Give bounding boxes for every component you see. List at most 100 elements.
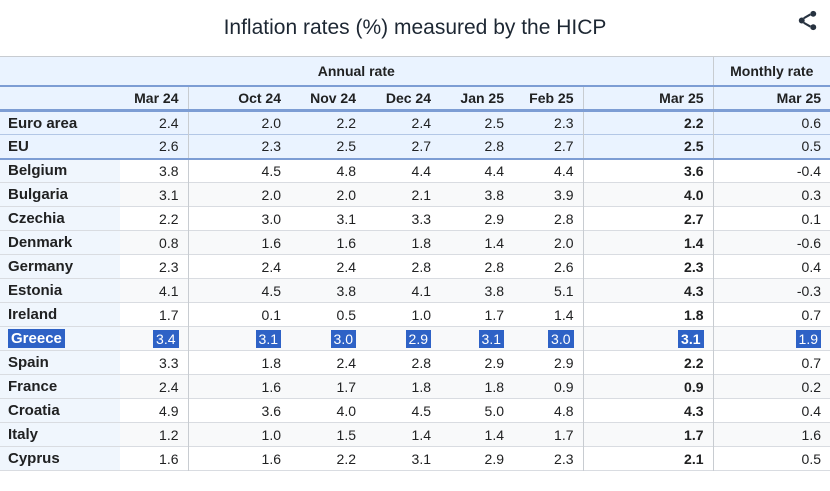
value-cell: 4.0 (582, 182, 714, 207)
value-cell: 1.5 (290, 422, 365, 447)
value-cell: 3.1 (120, 182, 188, 207)
cell-value: 2.9 (484, 354, 504, 371)
value-cell: 3.1 (187, 326, 290, 351)
value-cell: 2.3 (513, 110, 583, 135)
column-header: Mar 25 (582, 85, 714, 112)
cell-value: 2.7 (411, 138, 431, 155)
corner-cell (0, 85, 120, 112)
cell-value: 1.4 (684, 234, 704, 251)
cell-value: 2.9 (484, 210, 504, 227)
cell-value: 4.9 (159, 402, 179, 419)
value-cell: 1.6 (712, 422, 830, 447)
value-cell: 2.4 (290, 350, 365, 375)
cell-value: 1.6 (159, 450, 179, 467)
value-cell: 2.0 (290, 182, 365, 207)
value-cell: 3.1 (440, 326, 513, 351)
value-cell: 1.9 (712, 326, 830, 351)
cell-value: 4.0 (684, 186, 704, 203)
value-cell: 2.1 (582, 446, 714, 471)
cell-value: 0.6 (801, 115, 822, 131)
table-row-ireland: Ireland 1.7 0.1 0.5 1.0 1.7 1.4 1.8 0.7 (0, 302, 830, 327)
value-cell: 3.8 (440, 182, 513, 207)
value-cell: 2.1 (365, 182, 440, 207)
cell-value: 2.3 (684, 258, 704, 275)
value-cell: 1.6 (290, 230, 365, 255)
value-cell: 2.8 (440, 254, 513, 279)
value-cell: 1.0 (365, 302, 440, 327)
cell-value: 4.3 (684, 402, 704, 419)
page-title: Inflation rates (%) measured by the HICP (223, 16, 607, 39)
value-cell: 2.5 (290, 134, 365, 159)
value-cell: 3.3 (365, 206, 440, 231)
table-row-greece: Greece 3.4 3.1 3.0 2.9 3.1 3.0 3.1 1.9 (0, 326, 830, 351)
cell-value: 2.3 (159, 258, 179, 275)
column-header: Oct 24 (187, 85, 290, 112)
cell-value: 2.1 (411, 186, 431, 203)
value-cell: 2.3 (582, 254, 714, 279)
value-cell: 2.2 (290, 446, 365, 471)
value-cell: 4.3 (582, 278, 714, 303)
value-cell: 0.7 (712, 302, 830, 327)
annual-rate-group-header: Annual rate (0, 56, 714, 87)
cell-value: 0.5 (801, 450, 822, 467)
cell-value: 3.8 (159, 162, 179, 179)
cell-value: 3.3 (159, 354, 179, 371)
cell-value: 2.8 (411, 258, 431, 275)
value-cell: 4.5 (187, 158, 290, 183)
value-cell: 0.1 (187, 302, 290, 327)
value-cell: 1.6 (187, 446, 290, 471)
cell-value: 1.2 (159, 426, 179, 443)
value-cell: 1.8 (365, 230, 440, 255)
share-button[interactable] (794, 7, 821, 34)
share-icon (798, 10, 817, 31)
value-cell: 2.9 (513, 350, 583, 375)
row-label: France (0, 374, 120, 399)
value-cell: 4.8 (513, 398, 583, 423)
cell-value: 2.4 (336, 258, 356, 275)
cell-value: 3.8 (484, 186, 504, 203)
table-row-germany: Germany 2.3 2.4 2.4 2.8 2.8 2.6 2.3 0.4 (0, 254, 830, 279)
value-cell: 0.3 (712, 182, 830, 207)
value-cell: 3.8 (120, 158, 188, 183)
cell-value: 2.8 (484, 138, 504, 155)
value-cell: 3.0 (187, 206, 290, 231)
table-row-spain: Spain 3.3 1.8 2.4 2.8 2.9 2.9 2.2 0.7 (0, 350, 830, 375)
value-cell: 3.3 (120, 350, 188, 375)
table-row-belgium: Belgium 3.8 4.5 4.8 4.4 4.4 4.4 3.6 -0.4 (0, 158, 830, 183)
cell-value: 2.3 (554, 450, 574, 467)
value-cell: 3.8 (290, 278, 365, 303)
value-cell: 1.0 (187, 422, 290, 447)
table-row-france: France 2.4 1.6 1.7 1.8 1.8 0.9 0.9 0.2 (0, 374, 830, 399)
cell-value: 3.6 (261, 402, 281, 419)
value-cell: 4.1 (365, 278, 440, 303)
cell-value: 2.0 (261, 186, 281, 203)
value-cell: 0.4 (712, 398, 830, 423)
cell-value: 2.4 (411, 115, 431, 131)
column-header: Feb 25 (513, 85, 583, 112)
value-cell: 1.8 (440, 374, 513, 399)
cell-value: 1.8 (484, 378, 504, 395)
value-cell: 1.7 (290, 374, 365, 399)
value-cell: 0.2 (712, 374, 830, 399)
table-row-estonia: Estonia 4.1 4.5 3.8 4.1 3.8 5.1 4.3 -0.3 (0, 278, 830, 303)
value-cell: 1.7 (120, 302, 188, 327)
value-cell: 0.6 (712, 110, 830, 135)
cell-value: 2.5 (484, 115, 504, 131)
row-label-text: Germany (8, 258, 74, 275)
value-cell: 3.1 (290, 206, 365, 231)
value-cell: 0.5 (712, 134, 830, 159)
value-cell: 0.8 (120, 230, 188, 255)
cell-value: 2.7 (684, 210, 704, 227)
cell-value: -0.3 (796, 282, 822, 299)
row-label-text: Italy (8, 426, 39, 443)
value-cell: 3.0 (513, 326, 583, 351)
cell-value: 1.8 (684, 306, 704, 323)
value-cell: 2.7 (365, 134, 440, 159)
table-row-denmark: Denmark 0.8 1.6 1.6 1.8 1.4 2.0 1.4 -0.6 (0, 230, 830, 255)
table-row-euro-area: Euro area 2.4 2.0 2.2 2.4 2.5 2.3 2.2 0.6 (0, 110, 830, 135)
column-header: Nov 24 (290, 85, 365, 112)
column-header: Mar 24 (120, 85, 188, 112)
value-cell: 4.1 (120, 278, 188, 303)
row-label-text: Croatia (8, 402, 60, 419)
